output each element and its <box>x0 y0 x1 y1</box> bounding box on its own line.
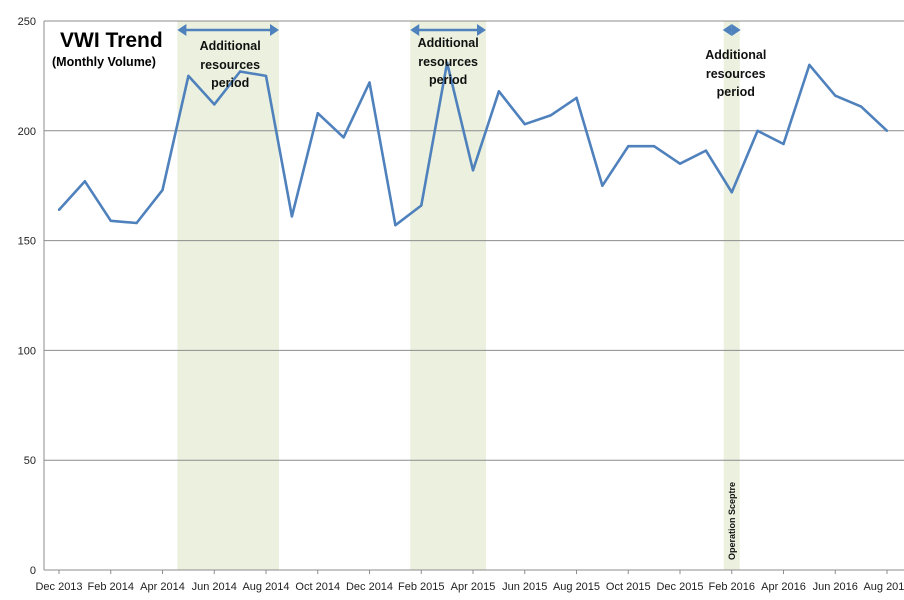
data-point <box>420 204 423 207</box>
period-arrow-head-left <box>410 24 420 36</box>
y-tick-label: 150 <box>18 236 36 248</box>
x-tick-label: Aug 2015 <box>553 581 600 593</box>
x-tick-label: Aug 2014 <box>242 581 289 593</box>
data-point <box>834 94 837 97</box>
chart-title: VWI Trend <box>60 29 163 52</box>
period-label: period <box>717 85 755 99</box>
y-tick-label: 50 <box>24 455 36 467</box>
data-point <box>109 219 112 223</box>
y-tick-label: 100 <box>18 345 36 357</box>
y-tick-label: 200 <box>18 126 36 138</box>
shaded-period-1 <box>177 21 279 570</box>
shaded-period-2 <box>410 21 486 570</box>
data-point <box>859 105 863 108</box>
annotations: Additional resources period Additional resou… <box>177 24 766 560</box>
x-tick-label: Aug 2016 <box>863 581 904 593</box>
data-point <box>135 221 138 225</box>
x-tick-label: Dec 2015 <box>656 581 703 593</box>
y-tick-label: 250 <box>18 16 36 28</box>
period-arrow-head-left <box>177 24 187 36</box>
x-tick-label: Feb 2016 <box>709 581 755 593</box>
gridlines <box>43 20 904 571</box>
x-tick-label: Apr 2016 <box>761 581 806 593</box>
period-label: Additional <box>200 39 261 53</box>
x-tick-label: Jun 2016 <box>813 581 858 593</box>
data-point <box>471 169 475 172</box>
period-arrow-head-right <box>477 24 486 36</box>
data-point <box>394 224 397 227</box>
data-point <box>445 61 449 64</box>
data-point <box>575 96 578 100</box>
period-label: resources <box>418 55 478 69</box>
data-point <box>652 144 656 148</box>
data-point <box>678 162 682 165</box>
x-tick-label: Feb 2015 <box>398 581 444 593</box>
data-point <box>730 191 733 194</box>
data-point <box>342 136 345 139</box>
period-label: Additional <box>705 48 766 62</box>
data-point <box>523 123 526 126</box>
x-tick-label: Feb 2014 <box>88 581 134 593</box>
data-point <box>213 103 216 106</box>
chart-subtitle: (Monthly Volume) <box>52 55 156 69</box>
shaded-period-3 <box>723 21 740 570</box>
period-label: period <box>429 73 467 87</box>
period-label: period <box>211 76 249 90</box>
shaded-periods <box>177 21 740 570</box>
x-tick-label: Oct 2015 <box>606 581 651 593</box>
data-point <box>57 208 61 212</box>
x-tick-label: Oct 2014 <box>295 581 340 593</box>
series <box>57 61 889 227</box>
data-point <box>290 215 294 218</box>
data-point <box>187 74 190 78</box>
data-point <box>756 129 759 132</box>
data-point <box>885 129 889 132</box>
y-tick-label: 0 <box>30 565 36 577</box>
data-point <box>264 74 268 78</box>
x-tick-label: Dec 2014 <box>346 581 393 593</box>
data-point <box>316 112 319 115</box>
x-tick-label: Jun 2015 <box>502 581 547 593</box>
x-axis-ticks: Dec 2013 Feb 2014 Apr 2014 Jun 2014 Aug 2014… <box>35 570 904 593</box>
data-point <box>808 63 811 67</box>
period-arrow-head-right <box>270 24 279 36</box>
x-tick-label: Apr 2015 <box>451 581 496 593</box>
data-point <box>83 180 87 183</box>
data-point <box>497 90 501 93</box>
data-point <box>601 184 604 187</box>
period-arrow-head-left <box>722 24 732 36</box>
data-point <box>549 114 552 117</box>
x-tick-label: Jun 2014 <box>192 581 237 593</box>
period-label: Additional <box>418 36 479 50</box>
data-point <box>782 142 785 146</box>
data-point <box>161 188 164 192</box>
x-tick-label: Dec 2013 <box>35 581 82 593</box>
x-tick-label: Apr 2014 <box>140 581 185 593</box>
data-point <box>627 144 630 148</box>
period-arrow-head-right <box>731 24 741 36</box>
period-label: resources <box>200 58 260 72</box>
period-label: resources <box>706 67 766 81</box>
data-point <box>368 81 371 84</box>
operation-sceptre-label: Operation Sceptre <box>727 482 737 560</box>
y-axis-ticks: 0 50 100 150 200 250 <box>18 16 36 577</box>
data-point <box>704 149 708 152</box>
data-point <box>238 70 242 73</box>
